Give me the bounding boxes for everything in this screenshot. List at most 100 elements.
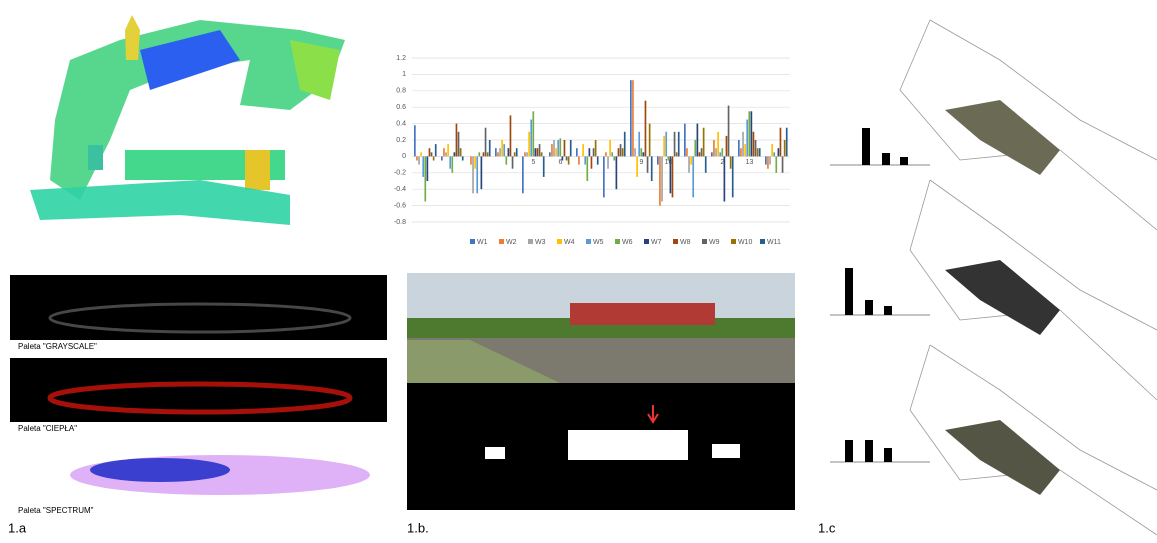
bar bbox=[487, 152, 489, 156]
y-tick-label: 0 bbox=[402, 153, 406, 160]
bar bbox=[694, 140, 696, 156]
bar bbox=[603, 156, 605, 197]
bar bbox=[497, 152, 499, 156]
legend-label: W3 bbox=[535, 239, 546, 246]
bar bbox=[593, 148, 595, 156]
legend-label: W9 bbox=[709, 239, 720, 246]
caption: Paleta "GRAYSCALE" bbox=[18, 342, 97, 351]
bar bbox=[676, 152, 678, 156]
bar bbox=[678, 132, 680, 157]
bar bbox=[478, 152, 480, 156]
bar bbox=[663, 136, 665, 157]
bar bbox=[684, 124, 686, 157]
legend-swatch bbox=[470, 239, 475, 244]
bar bbox=[732, 156, 734, 197]
bar bbox=[530, 120, 532, 157]
y-tick-label: 0.4 bbox=[396, 120, 406, 127]
page: Paleta "GRAYSCALE" Paleta "CIEPŁA" Palet… bbox=[0, 0, 1157, 538]
bar bbox=[784, 140, 786, 156]
bar bbox=[699, 152, 701, 156]
legend-swatch bbox=[586, 239, 591, 244]
legend-swatch bbox=[499, 239, 504, 244]
bar bbox=[692, 156, 694, 197]
bar bbox=[501, 140, 503, 156]
bar bbox=[416, 156, 418, 160]
bar bbox=[721, 148, 723, 156]
bar bbox=[773, 152, 775, 156]
y-tick-label: 0.6 bbox=[396, 104, 406, 111]
bar bbox=[576, 148, 578, 156]
bar bbox=[528, 132, 530, 157]
bar bbox=[726, 136, 728, 157]
legend-swatch bbox=[731, 239, 736, 244]
bar bbox=[618, 148, 620, 156]
bar bbox=[589, 148, 591, 156]
bar bbox=[738, 140, 740, 156]
bar bbox=[555, 148, 557, 156]
bar bbox=[638, 132, 640, 157]
bar bbox=[649, 124, 651, 157]
bar bbox=[586, 156, 588, 181]
bar bbox=[636, 156, 638, 177]
bar bbox=[624, 132, 626, 157]
bar bbox=[607, 156, 609, 168]
legend-swatch bbox=[673, 239, 678, 244]
bar bbox=[753, 132, 755, 157]
bar bbox=[433, 156, 435, 160]
bar bbox=[755, 140, 757, 156]
bar bbox=[559, 138, 561, 156]
bar bbox=[748, 111, 750, 156]
bar bbox=[661, 156, 663, 201]
bar bbox=[441, 156, 443, 160]
bar bbox=[717, 132, 719, 157]
bar bbox=[516, 148, 518, 156]
bar bbox=[582, 144, 584, 156]
bar bbox=[701, 148, 703, 156]
bar bbox=[647, 156, 649, 172]
bar bbox=[616, 156, 618, 189]
legend-label: W7 bbox=[651, 239, 662, 246]
bar bbox=[524, 152, 526, 156]
y-tick-label: -0.8 bbox=[394, 219, 406, 226]
bar bbox=[537, 148, 539, 156]
bar bbox=[622, 148, 624, 156]
mask-shape bbox=[568, 430, 688, 460]
bar bbox=[474, 156, 476, 168]
y-tick-label: 1.2 bbox=[396, 55, 406, 62]
bar bbox=[632, 80, 634, 156]
bar bbox=[730, 156, 732, 168]
bar bbox=[431, 152, 433, 156]
bar bbox=[481, 156, 483, 189]
bar bbox=[740, 148, 742, 156]
bar bbox=[568, 156, 570, 164]
bar bbox=[634, 148, 636, 156]
x-tick-label: 2 bbox=[721, 159, 725, 166]
bar bbox=[780, 128, 782, 157]
bar bbox=[570, 140, 572, 156]
panel-label: 1.a bbox=[8, 520, 27, 535]
bar bbox=[422, 156, 424, 177]
bar bbox=[643, 152, 645, 156]
mask-shape bbox=[712, 444, 740, 458]
model-3d bbox=[30, 15, 345, 225]
bar bbox=[591, 156, 593, 168]
bar bbox=[458, 132, 460, 157]
bar bbox=[443, 148, 445, 156]
bar bbox=[470, 156, 472, 164]
bar bbox=[778, 148, 780, 156]
bar bbox=[751, 111, 753, 156]
y-tick-label: 0.8 bbox=[396, 88, 406, 95]
legend-swatch bbox=[702, 239, 707, 244]
bar bbox=[535, 148, 537, 156]
bar bbox=[447, 144, 449, 156]
map-area bbox=[945, 260, 1060, 335]
bar bbox=[719, 152, 721, 156]
legend-label: W6 bbox=[622, 239, 633, 246]
legend-swatch bbox=[557, 239, 562, 244]
legend-swatch bbox=[760, 239, 765, 244]
bar bbox=[703, 128, 705, 157]
bar bbox=[532, 111, 534, 156]
bar bbox=[645, 101, 647, 157]
bar bbox=[711, 152, 713, 156]
legend-label: W10 bbox=[738, 239, 753, 246]
